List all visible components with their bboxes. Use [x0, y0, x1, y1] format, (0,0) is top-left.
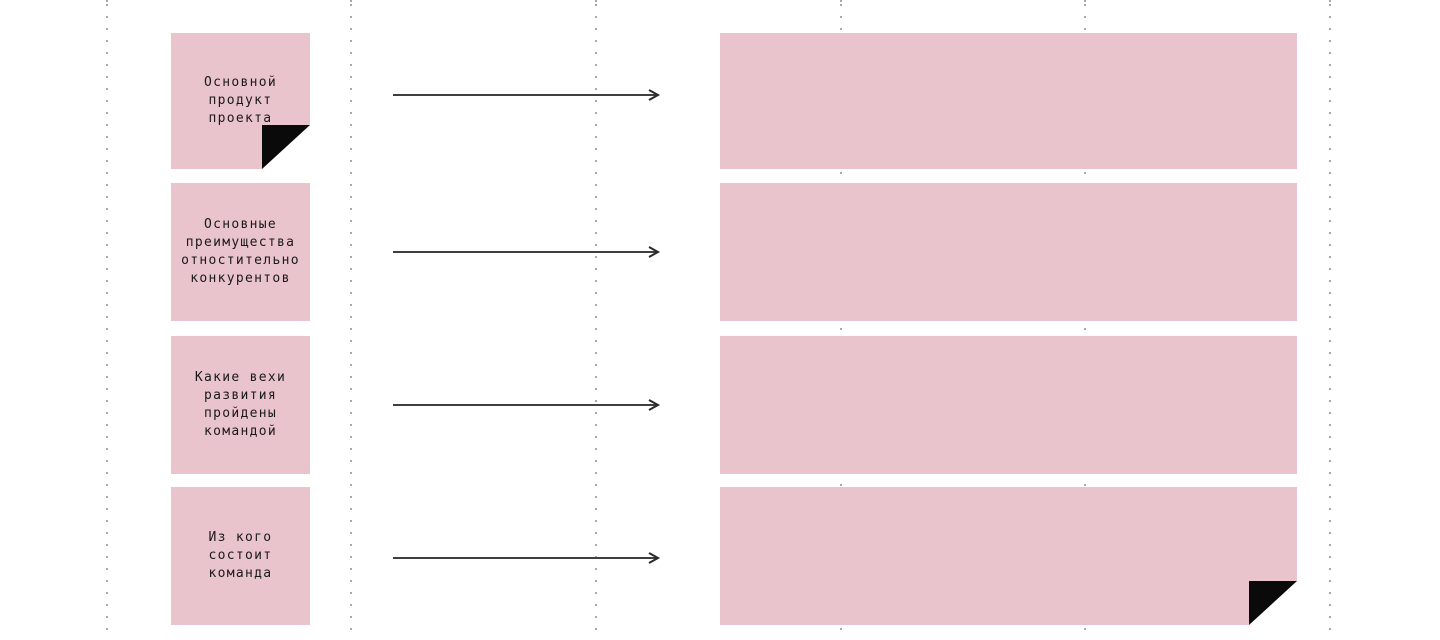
prompt-text: Основной продукт проекта [203, 75, 277, 126]
prompt-card-advantages: Основные преимущества отностительно конк… [171, 183, 310, 321]
folded-corner-icon [262, 125, 310, 169]
right-arrow-icon [393, 399, 661, 411]
answer-card-main-product[interactable] [720, 33, 1297, 169]
grid-dotted-line [350, 0, 352, 640]
grid-dotted-line [1329, 0, 1331, 640]
arrow-connector [393, 399, 665, 411]
arrow-connector [393, 246, 665, 258]
right-arrow-icon [393, 89, 661, 101]
right-arrow-icon [393, 246, 661, 258]
prompt-card-team: Из кого состоит команда [171, 487, 310, 625]
prompt-card-milestones: Какие вехи развития пройдены командой [171, 336, 310, 474]
prompt-card-main-product: Основной продукт проекта [171, 33, 310, 169]
answer-card-team[interactable] [720, 487, 1297, 625]
right-arrow-icon [393, 552, 661, 564]
answer-card-advantages[interactable] [720, 183, 1297, 321]
arrow-connector [393, 89, 665, 101]
prompt-text: Основные преимущества отностительно конк… [181, 217, 300, 286]
folded-corner-icon [1249, 581, 1297, 625]
prompt-text: Из кого состоит команда [208, 530, 273, 581]
grid-dotted-line [595, 0, 597, 640]
arrow-connector [393, 552, 665, 564]
prompt-text: Какие вехи развития пройдены командой [194, 370, 287, 439]
grid-dotted-line [106, 0, 108, 640]
answer-card-milestones[interactable] [720, 336, 1297, 474]
